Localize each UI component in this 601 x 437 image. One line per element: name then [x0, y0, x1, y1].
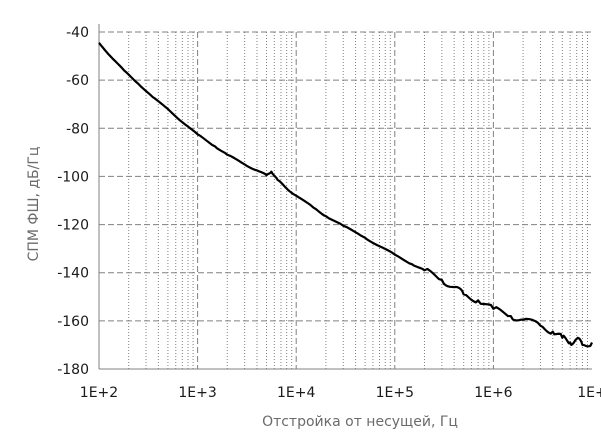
x-axis-title: Отстройка от несущей, Гц [262, 414, 458, 430]
y-axis-title: СПМ ФШ, дБ/Гц [26, 147, 42, 262]
x-tick-label: 1E+3 [178, 385, 216, 401]
x-tick-label: 1E+4 [277, 385, 315, 401]
x-tick-labels: 1E+2 1E+3 1E+4 1E+5 1E+6 1E+ [80, 385, 601, 401]
y-tick-label: -140 [57, 266, 89, 282]
y-tick-label: -120 [57, 218, 89, 234]
series-group [98, 42, 593, 348]
y-tick-labels: -40 -60 -80 -100 -120 -140 -160 -180 [57, 25, 89, 378]
y-tick-label: -180 [57, 362, 89, 378]
x-tick-label: 1E+6 [474, 385, 512, 401]
series-line-0 [98, 42, 593, 348]
y-tick-label: -40 [66, 25, 89, 41]
x-tick-label: 1E+ [577, 385, 601, 401]
y-tick-label: -160 [57, 314, 89, 330]
plot-axis [98, 24, 592, 370]
x-tick-label: 1E+2 [80, 385, 118, 401]
y-tick-label: -80 [66, 121, 89, 137]
x-tick-label: 1E+5 [376, 385, 414, 401]
grid [99, 31, 592, 369]
y-tick-label: -100 [57, 169, 89, 185]
y-tick-label: -60 [66, 73, 89, 89]
